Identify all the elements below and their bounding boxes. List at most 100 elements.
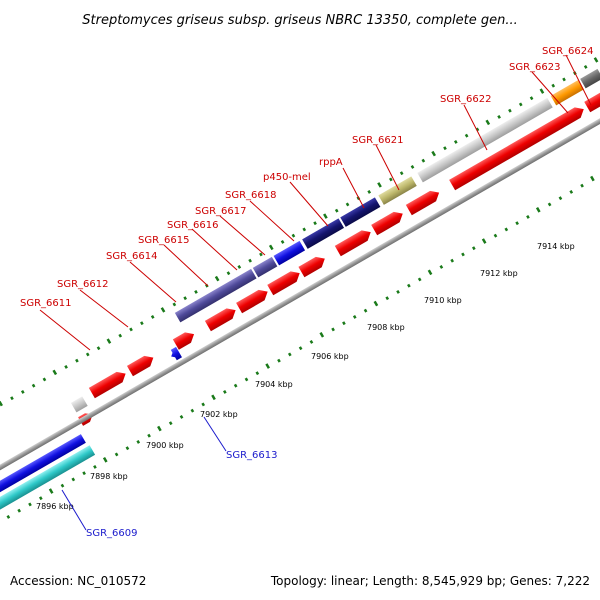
kbp-label: 7910 kbp [424,296,462,305]
gene-label[interactable]: SGR_6615 [138,235,190,246]
tick-mark [255,371,260,376]
gene-label[interactable]: SGR_6613 [226,450,278,461]
gene-SGR_6623[interactable] [550,79,584,106]
gene-label[interactable]: SGR_6617 [195,206,247,217]
gene-label[interactable]: SGR_6623 [509,62,561,73]
gene-label[interactable]: SGR_6614 [106,251,158,262]
tick-mark [551,83,556,88]
tick-mark [396,290,400,294]
tick-mark [363,308,368,313]
gene-label[interactable]: SGR_6609 [86,528,138,539]
gene-label[interactable]: SGR_6621 [352,135,404,146]
gene-arrow-p450[interactable] [298,253,327,278]
tick-mark [31,383,36,388]
gene-arrow-SGR_6614[interactable] [126,352,156,377]
tick-mark [526,215,530,219]
leader-line [375,144,400,191]
gene-SGR_6608[interactable] [0,434,86,500]
gene-arrow-SGR_6615b[interactable] [172,329,197,350]
tick-mark [389,177,393,182]
gene-arrow-rppA[interactable] [334,227,374,257]
tick-mark [485,119,491,126]
gene-label[interactable]: SGR_6622 [440,94,492,105]
gene-SGR_6615[interactable] [174,268,257,323]
gene-arrow-SGR_6612[interactable] [88,368,129,399]
tick-mark [204,283,209,288]
tick-mark [244,377,249,382]
tick-mark [508,108,512,113]
tick-mark [417,277,422,282]
gene-arrow-SGR_6616b[interactable] [204,305,239,332]
tick-mark [259,252,263,257]
tick-mark [6,515,11,519]
gene-arrow-SGR_6617b[interactable] [236,286,271,314]
tick-mark [102,457,108,463]
tick-mark [118,333,123,338]
tick-mark [265,363,270,369]
gene-label[interactable]: p450-mel [263,172,311,183]
tick-mark [160,307,166,313]
tick-mark [461,252,465,257]
gene-arrow-SGR_6623[interactable] [584,84,600,113]
tick-mark [287,352,292,357]
gene-arrow-SGR_6622[interactable] [449,104,587,191]
tick-mark [211,394,216,401]
gene-arrow-SGR_6618[interactable] [267,268,302,296]
tick-mark [85,352,90,357]
gene-SGR_6621[interactable] [378,176,417,205]
tick-mark [385,296,390,301]
tick-mark [319,332,325,338]
gene-rppA[interactable] [340,197,381,227]
gene-SGR_6610[interactable] [70,396,88,413]
gene-SGR_6622[interactable] [417,97,553,183]
leader-line [342,167,365,209]
leader-line [565,54,592,106]
tick-mark [75,358,79,363]
tick-mark [82,471,86,476]
gene-labels-bottom [61,416,227,531]
tick-row-lower [6,175,595,519]
tick-mark [504,227,509,232]
gene-SGR_6609[interactable] [0,445,96,511]
gene-label[interactable]: rppA [319,157,343,168]
tick-mark [280,240,285,244]
tick-mark [471,246,476,251]
genome-track [0,57,600,519]
gene-arrow-SGR_6613[interactable] [168,346,182,362]
tick-mark [17,508,21,513]
gene-label[interactable]: SGR_6612 [57,279,109,290]
gene-labels-bottom-text: SGR_6609 SGR_6613 [86,450,278,539]
tick-mark [10,396,14,401]
tick-mark [518,102,523,107]
leader-line [463,104,488,151]
tick-mark [172,302,177,307]
kbp-label: 7914 kbp [537,242,575,251]
gene-label[interactable]: SGR_6611 [20,298,72,309]
tick-mark [302,227,307,232]
tick-mark [431,150,436,157]
gene-SGR_6617[interactable] [273,240,306,266]
kbp-label: 7904 kbp [255,380,293,389]
tick-mark [580,183,584,188]
gene-p450-mel[interactable] [302,218,345,249]
tick-mark [450,258,455,263]
tick-mark [28,502,32,507]
gene-SGR_6616[interactable] [252,256,278,278]
gene-label[interactable]: SGR_6618 [225,190,277,201]
gene-label[interactable]: SGR_6616 [167,220,219,231]
gene-arrow-SGR_6621b[interactable] [405,187,442,216]
gene-arrow-SGR_6621[interactable] [371,208,406,236]
tick-mark [334,208,339,213]
tick-mark [237,265,242,269]
gene-SGR_6624[interactable] [580,68,600,89]
tick-mark [497,115,501,119]
tick-mark [407,283,411,288]
kbp-label: 7896 kbp [36,502,74,511]
gene-label[interactable]: SGR_6624 [542,46,594,57]
tick-mark [136,440,141,444]
leader-line [531,71,569,114]
tick-mark [535,207,541,213]
tick-mark [0,400,3,407]
tick-mark [313,221,317,226]
